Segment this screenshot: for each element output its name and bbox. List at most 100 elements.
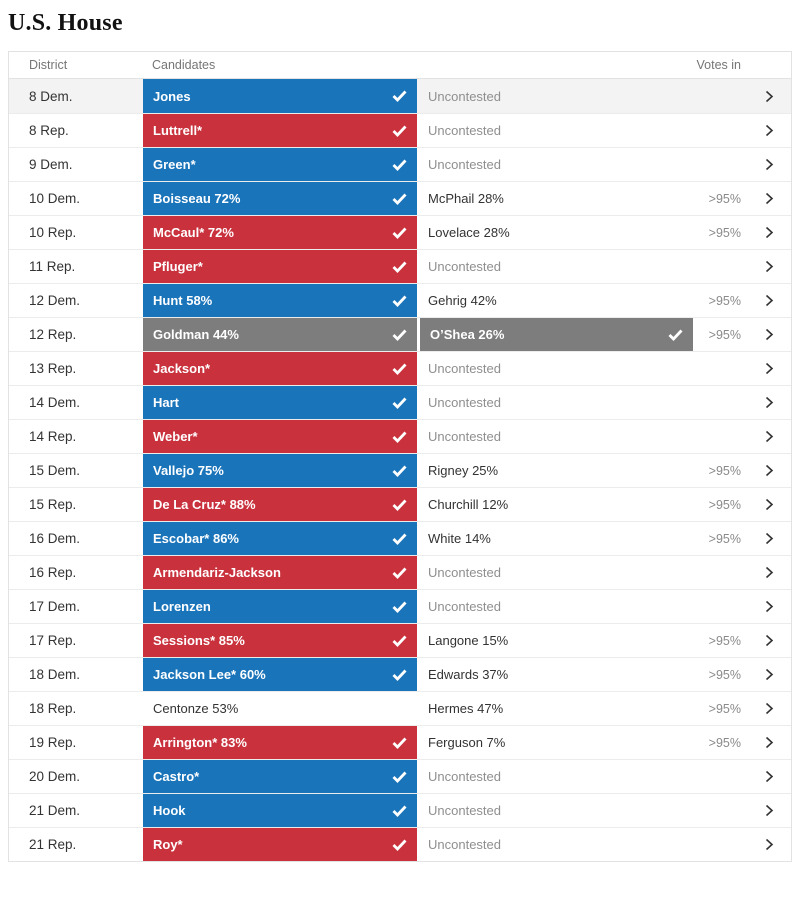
table-row[interactable]: 17 Dem. Lorenzen Uncontested [9, 589, 791, 623]
candidate-1-cell: Hook [143, 794, 417, 827]
candidate-1-cell: Jackson Lee* 60% [143, 658, 417, 691]
check-icon [392, 261, 407, 273]
table-row[interactable]: 18 Rep. Centonze 53% Hermes 47% >95% [9, 691, 791, 725]
chevron-right-icon[interactable] [748, 114, 791, 147]
table-row[interactable]: 14 Dem. Hart Uncontested [9, 385, 791, 419]
chevron-right-icon[interactable] [748, 624, 791, 657]
table-row[interactable]: 8 Dem. Jones Uncontested [9, 79, 791, 113]
chevron-right-icon[interactable] [748, 692, 791, 725]
district-label: 13 Rep. [29, 361, 77, 376]
table-row[interactable]: 10 Dem. Boisseau 72% McPhail 28% >95% [9, 181, 791, 215]
candidate-2-cell: Hermes 47% [417, 692, 693, 725]
table-row[interactable]: 16 Rep. Armendariz-Jackson Uncontested [9, 555, 791, 589]
table-row[interactable]: 9 Dem. Green* Uncontested [9, 147, 791, 181]
table-row[interactable]: 20 Dem. Castro* Uncontested [9, 759, 791, 793]
candidate-2-text: Langone 15% [428, 633, 509, 648]
table-body: 8 Dem. Jones Uncontested 8 Rep. Luttrell* Unc… [9, 79, 791, 861]
candidate-1-cell: Vallejo 75% [143, 454, 417, 487]
candidate-2-text: Ferguson 7% [428, 735, 506, 750]
candidate-1-cell: Hart [143, 386, 417, 419]
chevron-right-icon[interactable] [748, 828, 791, 861]
chevron-right-icon[interactable] [748, 352, 791, 385]
chevron-right-icon[interactable] [748, 794, 791, 827]
votes-in-value [693, 114, 748, 147]
check-icon [392, 839, 407, 851]
check-icon [392, 159, 407, 171]
chevron-right-icon[interactable] [748, 182, 791, 215]
chevron-right-icon[interactable] [748, 250, 791, 283]
page-title: U.S. House [8, 10, 123, 36]
chevron-right-icon[interactable] [748, 556, 791, 589]
candidate-2-cell: Lovelace 28% [417, 216, 693, 249]
candidate-1-bar: Green* [143, 148, 417, 181]
candidate-1-cell: Boisseau 72% [143, 182, 417, 215]
chevron-right-icon[interactable] [748, 488, 791, 521]
chevron-right-icon[interactable] [748, 454, 791, 487]
district-label: 11 Rep. [29, 259, 76, 274]
check-icon [392, 397, 407, 409]
candidate-1-name: Hook [153, 803, 186, 818]
column-header-district: District [29, 58, 68, 72]
candidate-1-bar: Weber* [143, 420, 417, 453]
table-row[interactable]: 21 Rep. Roy* Uncontested [9, 827, 791, 861]
district-label: 12 Rep. [29, 327, 77, 342]
votes-in-value: >95% [708, 497, 741, 512]
candidate-1-cell: Hunt 58% [143, 284, 417, 317]
candidate-1-bar: Pfluger* [143, 250, 417, 283]
table-row[interactable]: 19 Rep. Arrington* 83% Ferguson 7% >95% [9, 725, 791, 759]
table-row[interactable]: 15 Dem. Vallejo 75% Rigney 25% >95% [9, 453, 791, 487]
candidate-1-bar: Arrington* 83% [143, 726, 417, 759]
check-icon [392, 601, 407, 613]
chevron-right-icon[interactable] [748, 284, 791, 317]
table-row[interactable]: 12 Rep. Goldman 44% O’Shea 26% >95% [9, 317, 791, 351]
candidate-1-name: Roy* [153, 837, 183, 852]
table-row[interactable]: 11 Rep. Pfluger* Uncontested [9, 249, 791, 283]
chevron-right-icon[interactable] [748, 760, 791, 793]
column-header-votes-in: Votes in [696, 58, 741, 72]
chevron-right-icon[interactable] [748, 386, 791, 419]
candidate-2-text: McPhail 28% [428, 191, 504, 206]
table-row[interactable]: 14 Rep. Weber* Uncontested [9, 419, 791, 453]
chevron-right-icon[interactable] [748, 318, 791, 351]
check-icon [392, 329, 407, 341]
chevron-right-icon[interactable] [748, 726, 791, 759]
district-label: 21 Rep. [29, 837, 77, 852]
district-label: 14 Dem. [29, 395, 81, 410]
chevron-right-icon[interactable] [748, 420, 791, 453]
candidate-1-cell: Goldman 44% [143, 318, 417, 351]
table-row[interactable]: 16 Dem. Escobar* 86% White 14% >95% [9, 521, 791, 555]
table-row[interactable]: 8 Rep. Luttrell* Uncontested [9, 113, 791, 147]
chevron-right-icon[interactable] [748, 658, 791, 691]
votes-in-value: >95% [708, 225, 741, 240]
table-row[interactable]: 13 Rep. Jackson* Uncontested [9, 351, 791, 385]
candidate-1-name: Hart [153, 395, 180, 410]
candidate-1-cell: Arrington* 83% [143, 726, 417, 759]
table-row[interactable]: 18 Dem. Jackson Lee* 60% Edwards 37% >95% [9, 657, 791, 691]
votes-in-value [693, 79, 748, 113]
table-row[interactable]: 10 Rep. McCaul* 72% Lovelace 28% >95% [9, 215, 791, 249]
chevron-right-icon[interactable] [748, 522, 791, 555]
table-row[interactable]: 21 Dem. Hook Uncontested [9, 793, 791, 827]
candidate-2-cell: Edwards 37% [417, 658, 693, 691]
votes-in-value: >95% [708, 701, 741, 716]
candidate-2-cell: Langone 15% [417, 624, 693, 657]
votes-in-value [693, 250, 748, 283]
district-label: 20 Dem. [29, 769, 81, 784]
chevron-right-icon[interactable] [748, 590, 791, 623]
votes-in-value: >95% [708, 735, 741, 750]
chevron-right-icon[interactable] [748, 79, 791, 113]
votes-in-value: >95% [708, 293, 741, 308]
table-row[interactable]: 12 Dem. Hunt 58% Gehrig 42% >95% [9, 283, 791, 317]
chevron-right-icon[interactable] [748, 216, 791, 249]
table-row[interactable]: 17 Rep. Sessions* 85% Langone 15% >95% [9, 623, 791, 657]
chevron-right-icon[interactable] [748, 148, 791, 181]
votes-in-value [693, 760, 748, 793]
district-label: 15 Dem. [29, 463, 81, 478]
candidate-1-name: McCaul* 72% [153, 225, 234, 240]
table-row[interactable]: 15 Rep. De La Cruz* 88% Churchill 12% >95% [9, 487, 791, 521]
candidate-1-name: Sessions* 85% [153, 633, 245, 648]
votes-in-value [693, 794, 748, 827]
votes-in-value [693, 590, 748, 623]
candidate-1-bar: Escobar* 86% [143, 522, 417, 555]
candidate-1-cell: Centonze 53% [143, 692, 417, 725]
